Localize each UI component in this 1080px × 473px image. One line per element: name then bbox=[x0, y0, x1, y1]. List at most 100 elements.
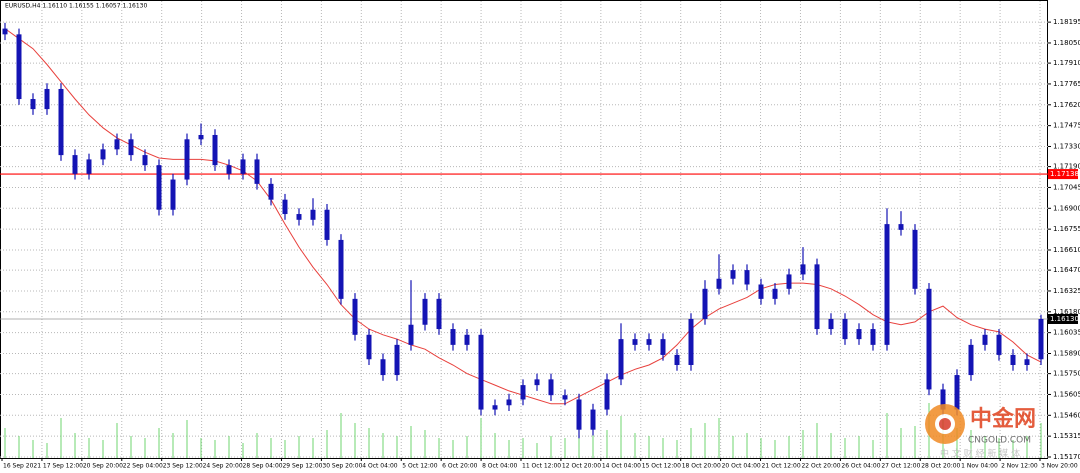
candle-body bbox=[422, 298, 428, 325]
candle-body bbox=[590, 409, 596, 430]
candle-body bbox=[884, 224, 890, 345]
x-tick-label: 5 Oct 12:00 bbox=[402, 463, 437, 470]
candle-body bbox=[352, 298, 358, 335]
watermark-site: CNGOLD.COM bbox=[968, 436, 1031, 446]
candle-body bbox=[16, 34, 22, 100]
chart-title: EURUSD,H4 1.16110 1.16155 1.16057 1.1613… bbox=[5, 3, 147, 10]
candle-body bbox=[240, 159, 246, 174]
candle-body bbox=[408, 324, 414, 345]
candle-body bbox=[170, 179, 176, 210]
candle-body bbox=[226, 165, 232, 174]
candle-body bbox=[660, 339, 666, 355]
candle-body bbox=[842, 318, 848, 340]
candle-body bbox=[492, 405, 498, 410]
candle-body bbox=[716, 278, 722, 289]
candle-body bbox=[856, 329, 862, 340]
candle-body bbox=[674, 354, 680, 365]
x-tick-label: 22 Sep 04:00 bbox=[123, 463, 163, 470]
candle-body bbox=[688, 318, 694, 365]
candle-body bbox=[730, 270, 736, 279]
candle-body bbox=[1038, 318, 1044, 360]
candle-body bbox=[436, 298, 442, 330]
candle-body bbox=[156, 165, 162, 210]
candle-body bbox=[1024, 359, 1030, 365]
candle-body bbox=[744, 270, 750, 285]
logo-core bbox=[939, 418, 951, 430]
watermark-brand: 中金网 bbox=[970, 406, 1036, 432]
x-tick-label: 30 Sep 20:00 bbox=[322, 463, 362, 470]
candle-body bbox=[44, 88, 50, 110]
candle-body bbox=[310, 209, 316, 220]
x-tick-label: 20 Sep 20:00 bbox=[83, 463, 123, 470]
x-tick-label: 3 Nov 20:00 bbox=[1041, 463, 1078, 470]
candle-body bbox=[142, 155, 148, 166]
x-tick-label: 24 Sep 20:00 bbox=[203, 463, 243, 470]
y-tick-label: 1.16035 bbox=[1053, 329, 1080, 337]
x-tick-label: 20 Oct 04:00 bbox=[722, 463, 761, 470]
y-tick-label: 1.15170 bbox=[1053, 453, 1080, 461]
candle-body bbox=[184, 139, 190, 180]
y-tick-label: 1.17045 bbox=[1053, 183, 1080, 191]
x-tick-label: 22 Oct 20:00 bbox=[801, 463, 840, 470]
x-tick-label: 8 Oct 04:00 bbox=[482, 463, 517, 470]
y-tick-label: 1.15315 bbox=[1053, 432, 1080, 440]
candle-body bbox=[58, 88, 64, 156]
candle-body bbox=[954, 375, 960, 410]
candle-body bbox=[478, 334, 484, 410]
candle-body bbox=[366, 334, 372, 360]
y-tick-label: 1.17190 bbox=[1053, 163, 1080, 171]
candle-body bbox=[520, 385, 526, 400]
candle-body bbox=[464, 334, 470, 345]
candle-body bbox=[268, 183, 274, 200]
x-tick-label: 14 Oct 04:00 bbox=[602, 463, 641, 470]
candle-body bbox=[814, 264, 820, 330]
watermark: 中金网 CNGOLD.COM 中 文 财 经 新 媒 体 bbox=[925, 404, 1036, 460]
bid-label: 1.16130 bbox=[1050, 315, 1079, 323]
candle-body bbox=[212, 134, 218, 166]
candle-body bbox=[380, 359, 386, 376]
y-tick-label: 1.16180 bbox=[1053, 308, 1080, 316]
watermark-slogan: 中 文 财 经 新 媒 体 bbox=[940, 448, 1020, 460]
x-tick-label: 27 Oct 12:00 bbox=[881, 463, 920, 470]
y-tick-label: 1.17765 bbox=[1053, 80, 1080, 88]
x-tick-label: 12 Oct 20:00 bbox=[562, 463, 601, 470]
x-tick-label: 26 Oct 04:00 bbox=[841, 463, 880, 470]
candle-body bbox=[800, 264, 806, 275]
candle-body bbox=[576, 399, 582, 430]
candle-body bbox=[338, 239, 344, 299]
candle-body bbox=[702, 288, 708, 319]
x-tick-label: 29 Sep 12:00 bbox=[282, 463, 322, 470]
candle-body bbox=[114, 139, 120, 150]
x-tick-label: 15 Oct 12:00 bbox=[642, 463, 681, 470]
candle-body bbox=[198, 134, 204, 140]
candle-body bbox=[254, 159, 260, 184]
candle-body bbox=[758, 284, 764, 299]
candle-body bbox=[562, 395, 568, 400]
candle-body bbox=[618, 339, 624, 380]
bid-label-box bbox=[1048, 313, 1078, 324]
y-tick-label: 1.17910 bbox=[1053, 59, 1080, 67]
y-tick-label: 1.16325 bbox=[1053, 287, 1080, 295]
candle-body bbox=[604, 379, 610, 410]
x-tick-label: 1 Nov 04:00 bbox=[961, 463, 998, 470]
y-tick-label: 1.18195 bbox=[1053, 18, 1080, 26]
x-tick-label: 11 Oct 12:00 bbox=[522, 463, 561, 470]
y-tick-label: 1.17475 bbox=[1053, 122, 1080, 130]
candle-body bbox=[828, 318, 834, 330]
candle-body bbox=[870, 329, 876, 345]
x-tick-label: 6 Oct 20:00 bbox=[442, 463, 477, 470]
y-tick-label: 1.16900 bbox=[1053, 204, 1080, 212]
level-label-box bbox=[1048, 169, 1078, 180]
candle-body bbox=[296, 214, 302, 220]
candle-body bbox=[898, 224, 904, 230]
candle-body bbox=[996, 334, 1002, 355]
candle-body bbox=[968, 344, 974, 376]
candle-body bbox=[548, 379, 554, 396]
candle-body bbox=[534, 379, 540, 386]
candle-body bbox=[324, 209, 330, 240]
y-tick-label: 1.15605 bbox=[1053, 390, 1080, 398]
y-tick-label: 1.15750 bbox=[1053, 370, 1080, 378]
candle-body bbox=[72, 155, 78, 174]
x-tick-label: 2 Nov 12:00 bbox=[1001, 463, 1038, 470]
